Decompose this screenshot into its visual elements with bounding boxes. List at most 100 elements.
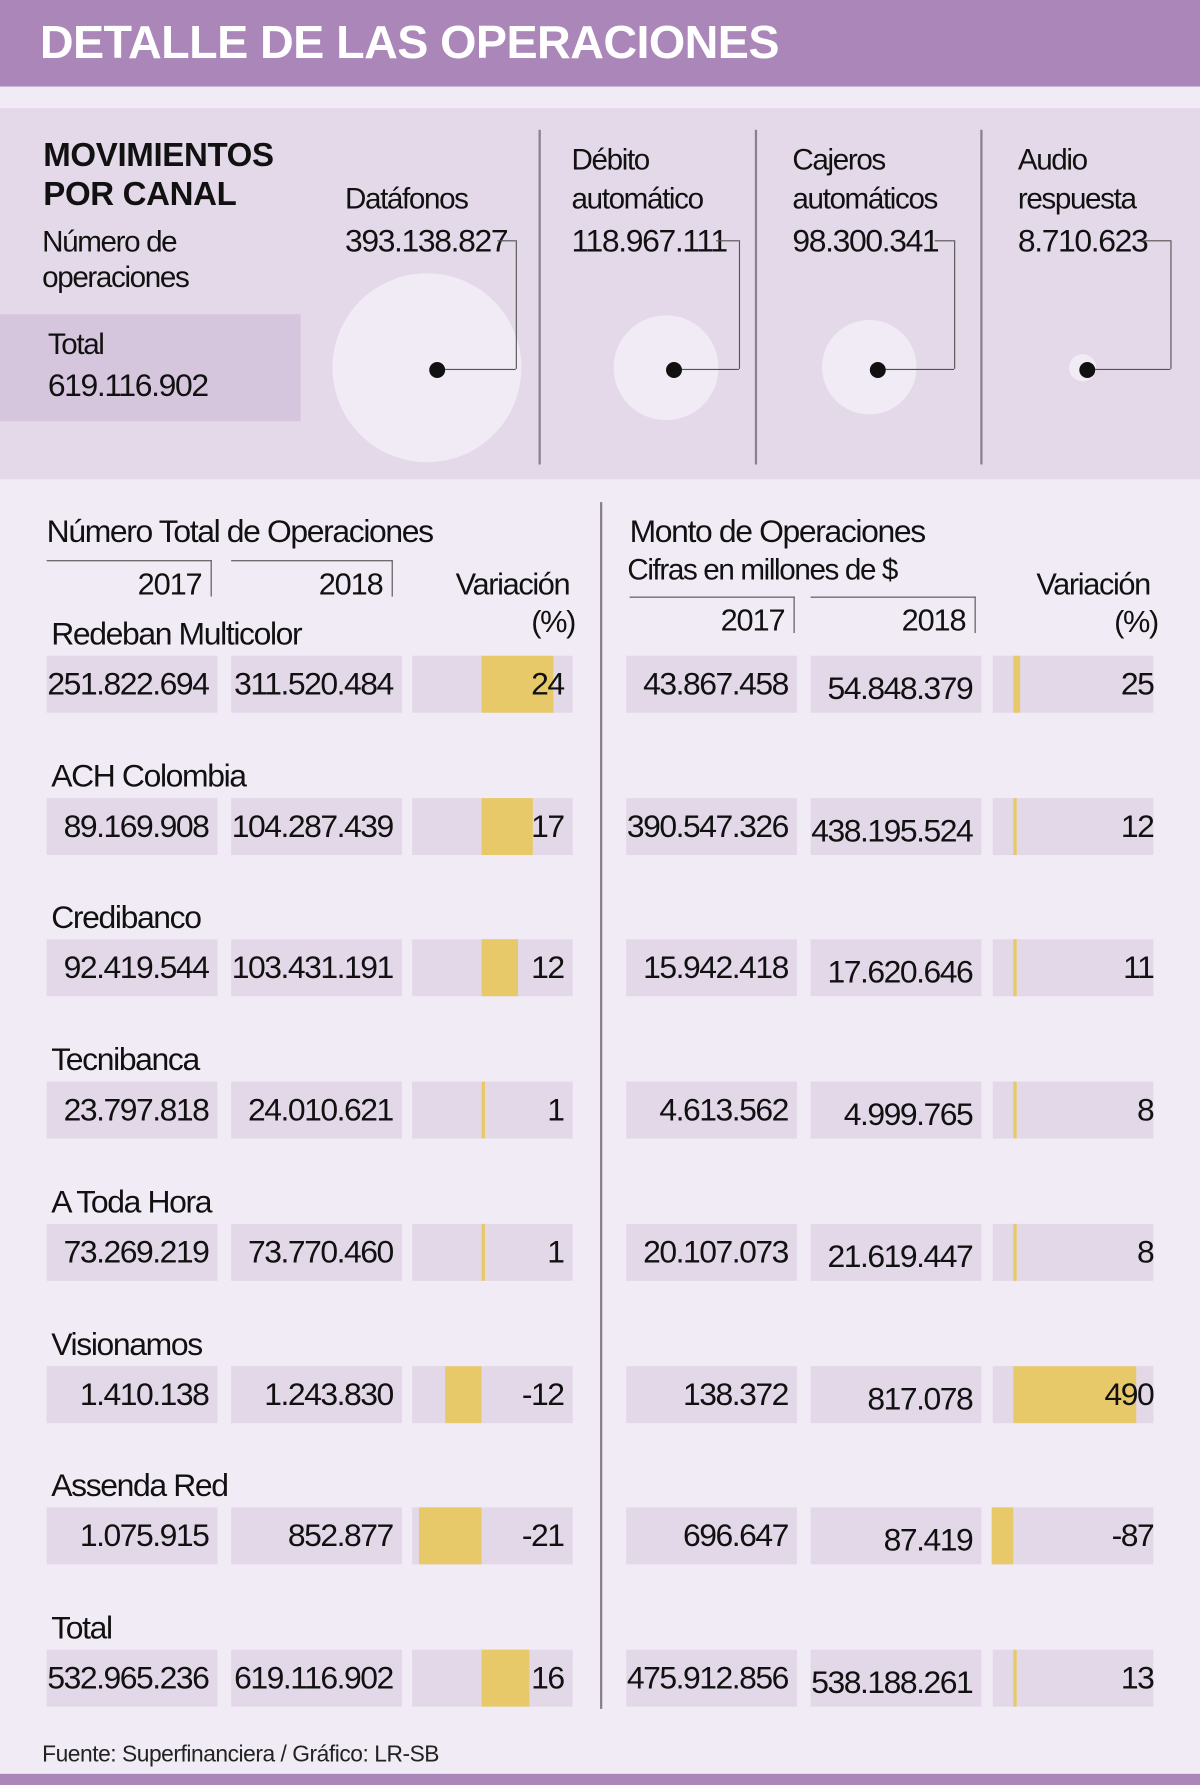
dot-marker: [429, 362, 446, 378]
ops-variation-cell: -21: [412, 1507, 573, 1565]
ops-variation-cell: 1: [412, 1223, 573, 1281]
canal-title-1: MOVIMIENTOS: [43, 137, 274, 175]
right-col-2017: 2017: [629, 596, 795, 638]
canal-label-line2: Datáfonos: [344, 181, 469, 216]
canal-value: 118.967.111: [571, 223, 729, 259]
ops-2018-cell: 1.243.830: [231, 1365, 402, 1423]
monto-variation-cell: 8: [992, 1081, 1155, 1139]
monto-2017-cell: 475.912.856: [626, 1649, 797, 1707]
ops-variation-bar: [481, 939, 518, 997]
monto-variation-bar: [991, 1507, 1014, 1565]
dot-marker: [1079, 362, 1096, 378]
separator-line: [980, 129, 983, 465]
monto-2018-cell: 538.188.261: [810, 1649, 982, 1707]
monto-variation-value: 12: [1120, 807, 1155, 844]
ops-variation-value: -12: [521, 1375, 565, 1412]
ops-variation-bar: [481, 1649, 530, 1707]
monto-2018-cell: 54.848.379: [810, 655, 982, 713]
monto-variation-bar: [1013, 1081, 1017, 1139]
ops-2017-cell: 1.075.915: [46, 1507, 218, 1565]
monto-2017-cell: 43.867.458: [626, 655, 797, 713]
separator-line: [538, 129, 541, 465]
monto-2018-cell: 87.419: [810, 1507, 982, 1565]
ops-2018-cell: 103.431.191: [231, 939, 402, 997]
canal-label-line2: automático: [571, 181, 705, 216]
row-label: Total: [51, 1609, 113, 1646]
canal-label-line2: respuesta: [1017, 181, 1137, 216]
monto-variation-value: 25: [1120, 666, 1155, 702]
ops-variation-cell: 16: [412, 1649, 573, 1707]
canal-label-line1: Cajeros: [792, 142, 886, 177]
header-bar: [0, 0, 1200, 87]
ops-2018-cell: 24.010.621: [231, 1081, 402, 1139]
row-label: Assenda Red: [51, 1467, 229, 1504]
ops-variation-bar: [481, 797, 533, 855]
ops-variation-bar: [481, 655, 554, 713]
monto-variation-cell: 12: [992, 797, 1155, 855]
page-title: DETALLE DE LAS OPERACIONES: [39, 15, 780, 69]
ops-variation-cell: 12: [412, 939, 573, 997]
canal-label-line1: Audio: [1017, 142, 1088, 177]
monto-2017-cell: 4.613.562: [626, 1081, 797, 1139]
monto-2017-cell: 390.547.326: [626, 797, 797, 855]
leader-line: [437, 368, 516, 371]
leader-line: [738, 240, 741, 369]
leader-line: [1141, 240, 1171, 242]
ops-2017-cell: 89.169.908: [46, 797, 218, 855]
ops-variation-bar: [445, 1365, 482, 1423]
footer-band: [0, 1773, 1200, 1785]
monto-variation-value: 8: [1137, 1233, 1155, 1270]
ops-2017-cell: 73.269.219: [46, 1223, 218, 1281]
ops-variation-cell: 17: [412, 797, 573, 855]
dot-marker: [666, 362, 682, 378]
left-col-2018: 2018: [231, 560, 393, 601]
ops-2017-cell: 92.419.544: [46, 939, 218, 997]
row-label: Redeban Multicolor: [51, 615, 302, 652]
dot-marker: [869, 362, 886, 378]
right-col-var-2: (%): [1114, 604, 1159, 639]
monto-2018-cell: 4.999.765: [810, 1081, 982, 1139]
left-table-title: Número Total de Operaciones: [46, 513, 434, 549]
ops-2017-cell: 251.822.694: [46, 655, 218, 713]
canal-subtitle-1: Número de: [42, 224, 178, 259]
row-label: ACH Colombia: [51, 757, 247, 794]
monto-variation-cell: 490: [992, 1365, 1155, 1423]
ops-variation-cell: 1: [412, 1081, 573, 1139]
canal-items: Datáfonos 393.138.827 Débito automático 118.…: [0, 0, 1200, 490]
monto-variation-cell: 25: [992, 655, 1155, 713]
monto-variation-cell: 8: [992, 1223, 1155, 1281]
canal-circle: [822, 320, 918, 415]
ops-2018-cell: 73.770.460: [231, 1223, 402, 1281]
left-col-var-2: (%): [531, 604, 576, 639]
row-label: A Toda Hora: [51, 1183, 212, 1220]
row-label: Credibanco: [51, 899, 202, 936]
total-label: Total: [47, 326, 105, 361]
monto-variation-bar: [1013, 1649, 1017, 1707]
ops-variation-value: 24: [531, 666, 565, 702]
leader-line: [497, 240, 516, 242]
leader-line: [515, 240, 517, 369]
canal-circle: [614, 315, 718, 420]
monto-variation-cell: 11: [992, 939, 1155, 997]
separator-line: [754, 129, 758, 465]
ops-2018-cell: 311.520.484: [231, 655, 402, 713]
ops-variation-bar: [481, 1223, 486, 1281]
monto-2017-cell: 696.647: [626, 1507, 797, 1565]
source-note: Fuente: Superfinanciera / Gráfico: LR-SB: [42, 1741, 440, 1767]
ops-variation-value: 16: [531, 1659, 565, 1696]
right-table-subtitle: Cifras en millones de $: [627, 552, 898, 587]
ops-variation-value: 1: [547, 1091, 565, 1128]
monto-2018-cell: 438.195.524: [810, 797, 982, 855]
canal-value: 98.300.341: [792, 223, 939, 259]
ops-2017-cell: 23.797.818: [46, 1081, 218, 1139]
monto-2018-cell: 817.078: [810, 1365, 982, 1423]
monto-2017-cell: 138.372: [626, 1365, 797, 1423]
monto-variation-bar: [1013, 1223, 1017, 1281]
ops-variation-bar: [481, 1081, 486, 1139]
monto-variation-bar: [1013, 939, 1017, 997]
right-col-var-1: Variación: [1036, 566, 1151, 602]
monto-variation-cell: -87: [991, 1507, 1155, 1565]
ops-variation-value: 1: [547, 1233, 565, 1270]
row-label: Tecnibanca: [51, 1041, 200, 1078]
ops-2018-cell: 619.116.902: [231, 1649, 402, 1707]
